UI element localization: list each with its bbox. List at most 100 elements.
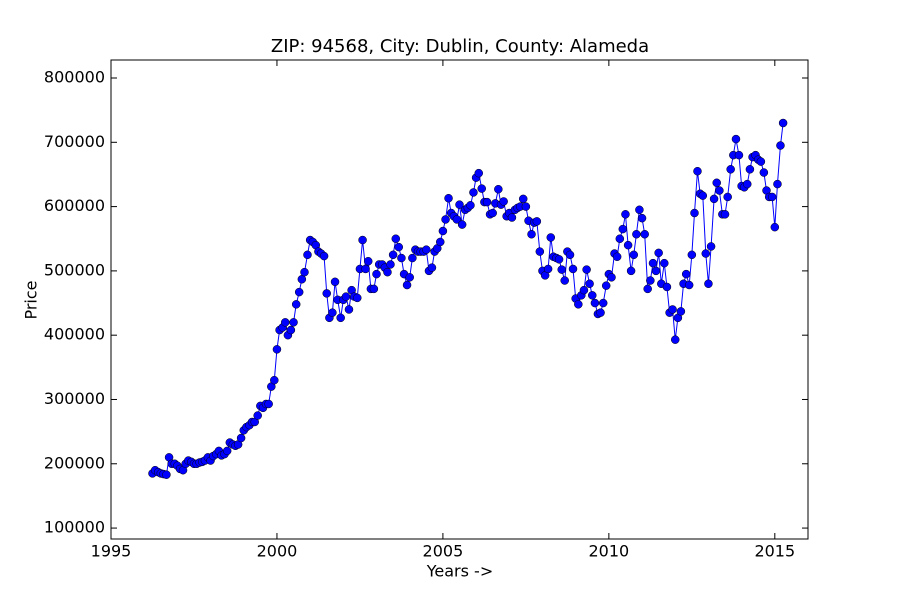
data-point [778,118,788,128]
data-point [435,237,445,247]
data-point [441,215,450,224]
data-point [521,202,531,211]
x-tick-label: 2010 [588,542,629,561]
y-tick-label: 100000 [44,518,105,537]
data-point [629,250,638,260]
data-point [527,229,536,239]
data-point [499,197,508,206]
data-point [372,269,381,279]
data-point [358,235,367,245]
x-tick-label: 1995 [91,542,132,561]
y-axis-label: Price [22,280,41,319]
y-tick-label: 300000 [44,389,105,408]
data-point [222,446,232,456]
data-point [648,258,658,268]
data-point [723,192,732,202]
data-point [253,411,262,420]
data-point [488,208,497,218]
data-point [546,233,556,242]
data-point [776,141,785,150]
y-tick-label: 200000 [44,453,105,472]
data-point [297,274,307,284]
data-point [670,335,680,344]
data-point [693,166,702,176]
data-point [408,253,417,263]
data-point [457,220,467,229]
x-tick-label: 2015 [754,542,795,561]
data-point [743,179,752,189]
data-point [394,242,404,252]
y-tick-label: 700000 [44,132,105,151]
data-point [660,258,669,268]
data-point [322,289,331,298]
data-point [712,178,721,188]
data-point [560,276,569,285]
data-point [422,245,431,254]
data-point [720,210,730,219]
data-point [336,313,345,323]
data-point [698,191,708,200]
data-point [469,188,478,197]
data-point [270,375,279,385]
data-point [618,224,628,234]
data-point [607,273,616,282]
data-point [756,157,766,166]
data-point [386,260,395,269]
data-point [643,284,652,294]
data-point [704,279,713,288]
data-point [709,194,719,204]
data-point [344,305,354,314]
y-tick-label: 800000 [44,68,105,87]
data-point [397,253,406,263]
data-point [353,293,362,303]
data-point [632,229,641,239]
data-point [452,215,462,224]
data-point [535,247,545,256]
data-point [543,264,553,274]
data-point [706,242,716,251]
data-point [615,234,625,243]
data-point [405,273,414,282]
data-point [286,325,296,335]
data-point [654,248,663,258]
data-point [684,280,694,290]
data-point [773,179,782,189]
data-point [438,226,448,236]
plot-frame [110,59,809,540]
data-point [687,250,697,260]
x-tick-label: 2000 [257,542,298,561]
chart-title: ZIP: 94568, City: Dublin, County: Alamed… [271,36,649,57]
data-point [623,240,633,250]
data-point [668,305,677,314]
data-point [715,186,724,195]
y-tick-label: 600000 [44,196,105,215]
data-point [770,222,780,232]
data-point [363,256,373,266]
data-point [532,217,542,226]
data-point [590,298,600,308]
data-point [557,265,566,274]
data-point [690,208,699,218]
data-point [291,300,301,309]
data-point [635,205,644,215]
data-point [601,281,611,290]
data-point [494,184,503,194]
data-point [388,250,398,260]
data-point [518,194,528,204]
data-point [236,433,246,443]
y-tick-label: 500000 [44,260,105,279]
data-point [726,165,735,174]
data-point [554,255,564,264]
data-point [731,134,741,144]
data-point [391,234,401,243]
data-point [579,285,589,295]
data-point [507,213,517,222]
data-point [402,280,412,290]
data-point [596,308,605,317]
data-point [701,249,711,258]
data-point [303,250,312,260]
data-point [482,197,492,207]
data-point [264,399,273,409]
data-point [745,165,755,174]
